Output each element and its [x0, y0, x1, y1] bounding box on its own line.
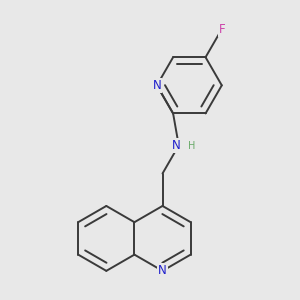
- Text: H: H: [188, 141, 196, 152]
- Text: N: N: [152, 79, 161, 92]
- Text: N: N: [158, 264, 167, 278]
- Text: N: N: [172, 139, 181, 152]
- Text: F: F: [218, 22, 225, 36]
